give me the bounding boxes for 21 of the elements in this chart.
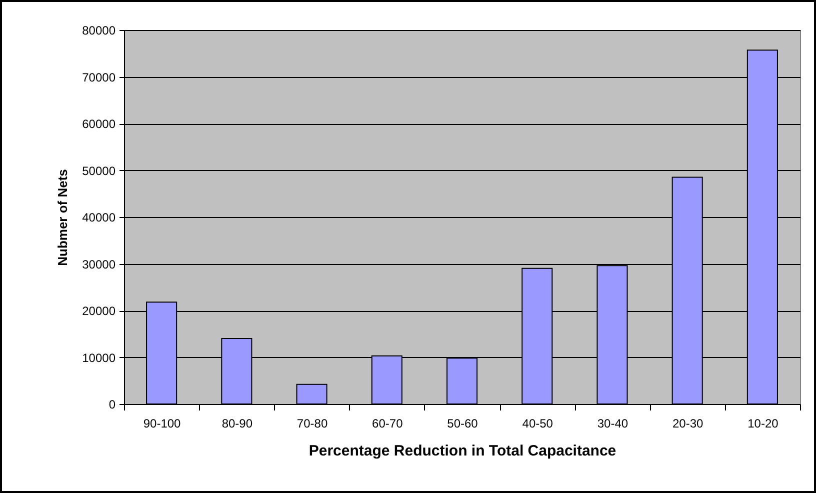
y-tick-label: 60000 <box>82 117 116 131</box>
x-axis-title: Percentage Reduction in Total Capacitance <box>308 442 616 460</box>
x-tick-label: 40-50 <box>522 416 554 430</box>
y-tick-label: 40000 <box>82 210 116 224</box>
y-tick-label: 10000 <box>82 350 116 365</box>
x-tick-label: 50-60 <box>447 416 478 430</box>
x-tick-label: 20-30 <box>672 416 704 430</box>
y-tick-label: 30000 <box>82 257 116 272</box>
y-tick-label: 80000 <box>82 24 116 38</box>
x-tick-label: 10-20 <box>748 416 779 430</box>
y-axis-title: Nubmer of Nets <box>55 169 70 266</box>
x-tick-label: 30-40 <box>597 416 628 430</box>
x-tick-label: 60-70 <box>372 416 404 430</box>
y-tick-label: 70000 <box>82 70 116 84</box>
y-tick-label: 50000 <box>82 164 116 178</box>
bar <box>296 384 328 404</box>
x-tick-label: 80-90 <box>222 416 253 430</box>
x-tick-label: 70-80 <box>296 416 328 430</box>
y-tick-label: 20000 <box>82 304 116 318</box>
y-tick-label: 0 <box>108 398 116 412</box>
x-tick-label: 90-100 <box>143 416 182 430</box>
